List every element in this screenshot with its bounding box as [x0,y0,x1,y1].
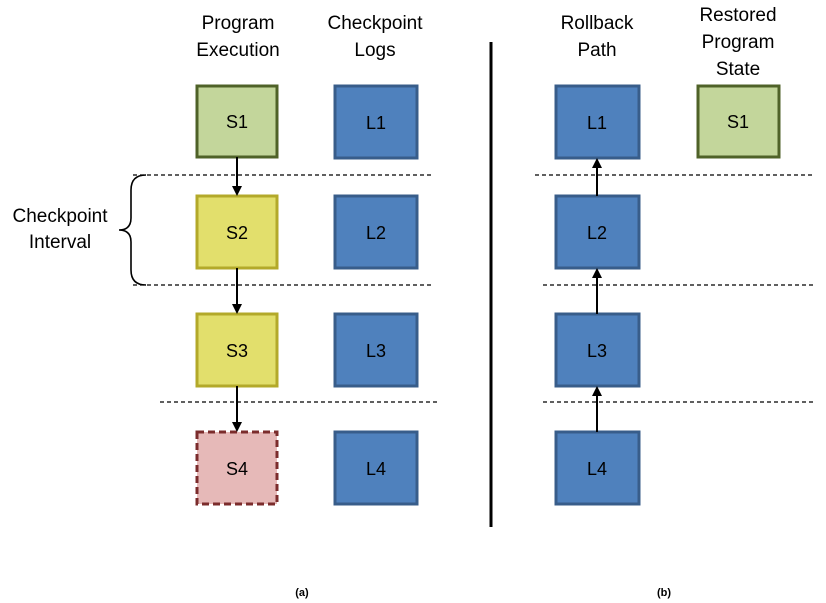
rollback-log-box-l4: L4 [554,430,641,506]
rollback-log-box-l2: L2 [554,194,641,270]
header-restored-state-line3: State [716,59,760,80]
log-box-l4: L4 [333,430,419,506]
state-box-s3: S3 [195,312,279,388]
caption-panel-a: (a) [295,587,309,599]
log-label: L1 [587,113,607,133]
log-label: L2 [587,223,607,243]
header-rollback-path-line1: Rollback [561,13,634,34]
log-box-l3: L3 [333,312,419,388]
log-label: L3 [587,341,607,361]
state-label: S2 [226,223,248,243]
rollback-log-box-l3: L3 [554,312,641,388]
log-box-l2: L2 [333,194,419,270]
log-label: L1 [366,113,386,133]
checkpoint-interval-label-line1: Checkpoint [12,206,108,227]
header-checkpoint-logs-line1: Checkpoint [327,13,423,34]
state-box-s2: S2 [195,194,279,270]
header-program-execution-line2: Execution [196,40,279,61]
state-box-s4-failed: S4 [195,430,279,506]
log-box-l1: L1 [333,84,419,160]
state-label: S3 [226,341,248,361]
state-box-s1: S1 [195,84,279,159]
checkpoint-interval-bracket [118,174,147,286]
header-program-execution-line1: Program [202,13,275,34]
state-label: S1 [727,112,749,132]
caption-panel-b: (b) [657,587,671,599]
state-label: S4 [226,459,248,479]
restored-state-box-s1: S1 [696,84,781,159]
log-label: L3 [366,341,386,361]
state-label: S1 [226,112,248,132]
log-label: L4 [366,459,386,479]
header-checkpoint-logs-line2: Logs [354,40,395,61]
rollback-log-box-l1: L1 [554,84,641,160]
log-label: L4 [587,459,607,479]
header-restored-state-line1: Restored [699,5,776,26]
header-rollback-path-line2: Path [577,40,616,61]
log-label: L2 [366,223,386,243]
header-restored-state-line2: Program [702,32,775,53]
checkpoint-interval-label-line2: Interval [29,232,91,253]
